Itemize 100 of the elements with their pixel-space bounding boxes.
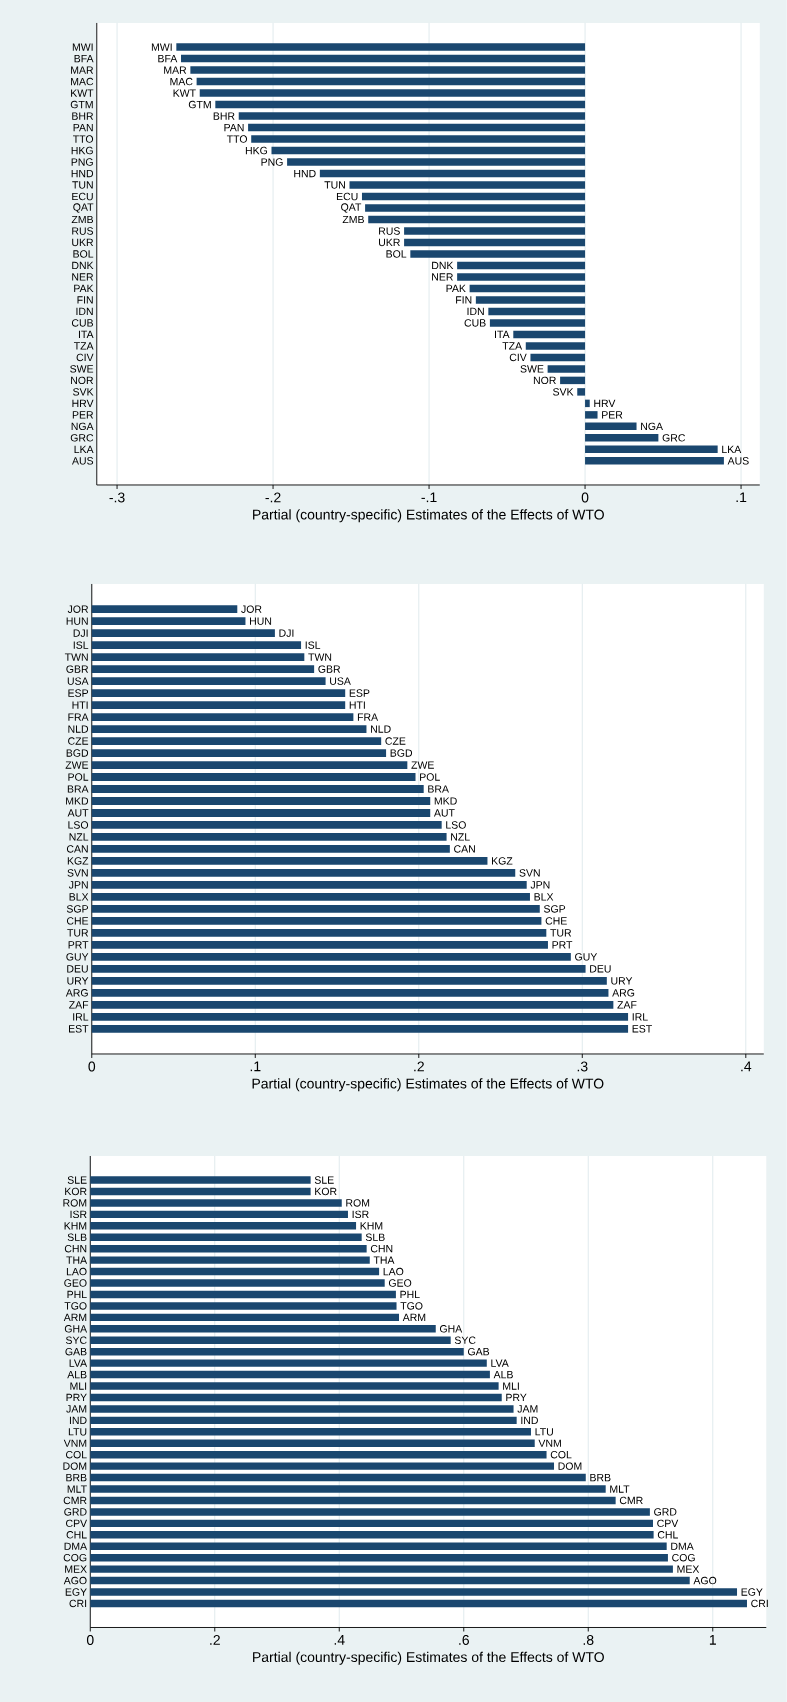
bar (90, 1210, 349, 1219)
bar (91, 1012, 629, 1021)
bar (475, 296, 586, 304)
bar (585, 445, 718, 454)
bar (469, 284, 586, 293)
bar (90, 1244, 367, 1253)
data-label: ISR (352, 1210, 369, 1219)
data-label: JPN (530, 881, 550, 889)
data-label: AUT (434, 809, 455, 817)
data-label: GBR (318, 665, 341, 673)
y-tick-label: JPN (69, 881, 88, 889)
data-label: EGY (741, 1588, 763, 1596)
data-label: MLI (503, 1382, 519, 1390)
bar (585, 457, 725, 465)
bar (525, 342, 586, 350)
data-label: NER (432, 273, 454, 281)
bar (513, 330, 586, 339)
bar (271, 146, 586, 155)
bar (91, 689, 346, 697)
data-label: CUB (464, 319, 486, 327)
y-tick-label: GBR (66, 665, 89, 673)
y-tick-label: TUN (72, 181, 93, 189)
data-label: PNG (261, 158, 283, 166)
bar (91, 761, 408, 769)
data-label: VNM (538, 1439, 561, 1447)
y-tick-label: ZMB (71, 215, 94, 224)
data-label: CPV (657, 1519, 679, 1528)
data-label: LVA (491, 1359, 509, 1367)
x-axis-title: Partial (country-specific) Estimates of the Effects of WTO (253, 1651, 605, 1665)
data-label: CAN (454, 845, 475, 853)
data-label: ZWE (411, 761, 435, 769)
bar (181, 54, 586, 63)
bar (90, 1279, 385, 1287)
data-label: HTI (349, 701, 365, 709)
y-tick-label: CHL (66, 1531, 87, 1539)
x-tick-label: .8 (583, 1635, 594, 1645)
bar (90, 1359, 487, 1367)
y-tick-label: NGA (71, 422, 94, 431)
y-tick-label: DJI (73, 629, 88, 637)
y-tick-label: DOM (63, 1462, 87, 1470)
data-label: CRI (751, 1599, 768, 1608)
bar (90, 1302, 397, 1310)
y-tick-label: SVN (67, 869, 88, 877)
y-tick-label: GTM (70, 100, 93, 109)
bar (368, 215, 586, 224)
bar (90, 1519, 654, 1528)
data-label: TTO (227, 135, 248, 143)
y-tick-label: MLT (67, 1485, 87, 1493)
y-tick-label: COG (63, 1553, 87, 1562)
y-tick-label: CHN (64, 1244, 87, 1253)
data-label: DNK (432, 261, 454, 270)
bar (90, 1370, 491, 1379)
data-label: PER (602, 411, 623, 419)
bar (90, 1233, 362, 1241)
x-tick-label: .2 (210, 1635, 221, 1645)
y-tick-label: ALB (67, 1370, 87, 1379)
data-label: DEU (590, 965, 611, 973)
y-tick-label: TGO (64, 1302, 87, 1310)
data-label: ARM (402, 1313, 426, 1321)
y-tick-label: MEX (65, 1565, 87, 1573)
data-label: TUR (550, 929, 572, 937)
data-label: GEO (389, 1279, 412, 1287)
data-label: TUN (324, 181, 346, 189)
y-tick-label: CIV (76, 353, 94, 362)
bar (90, 1485, 606, 1493)
data-label: LKA (722, 445, 742, 453)
y-tick-label: HND (71, 169, 94, 178)
data-label: CHN (370, 1244, 393, 1253)
y-tick-label: COL (66, 1450, 87, 1459)
data-label: ARG (612, 989, 635, 997)
data-label: IRL (632, 1013, 648, 1021)
data-label: ITA (495, 330, 510, 339)
y-tick-label: SLE (67, 1176, 87, 1184)
y-tick-label: CPV (66, 1519, 88, 1528)
y-tick-label: GRD (64, 1508, 87, 1516)
bar (585, 422, 637, 431)
y-tick-label: ESP (68, 689, 89, 697)
x-axis-title: Partial (country-specific) Estimates of the Effects of WTO (253, 509, 605, 523)
data-label: THA (373, 1256, 395, 1264)
bar (90, 1496, 616, 1505)
data-label: NOR (534, 376, 557, 385)
data-label: IND (521, 1416, 539, 1424)
data-label: NZL (451, 833, 470, 841)
bar (91, 725, 367, 733)
y-tick-label: CUB (72, 319, 94, 327)
data-label: BOL (386, 250, 407, 258)
bar (488, 307, 586, 316)
data-label: EST (632, 1025, 653, 1033)
y-tick-label: PER (72, 411, 94, 419)
y-tick-label: GRC (70, 434, 94, 442)
y-tick-label: ARM (63, 1313, 87, 1321)
bar (90, 1187, 311, 1196)
x-tick-label: 1 (710, 1635, 717, 1645)
data-label: JOR (241, 605, 262, 613)
data-label: LSO (446, 821, 466, 829)
data-label: MKD (434, 797, 457, 805)
data-label: KHM (360, 1222, 383, 1230)
bar (90, 1325, 436, 1333)
y-tick-label: JOR (67, 605, 89, 613)
bar (90, 1553, 669, 1562)
